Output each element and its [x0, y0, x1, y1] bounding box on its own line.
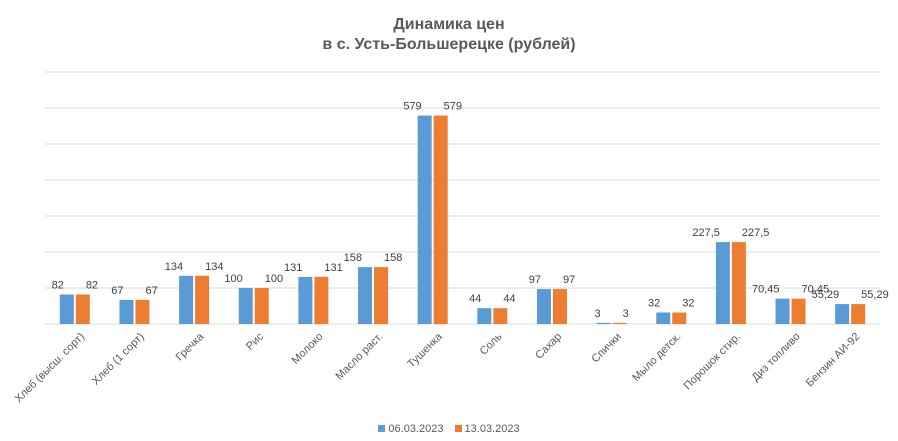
x-tick-label: Бензин АИ-92 — [804, 331, 863, 390]
bar — [851, 304, 866, 324]
x-tick-label: Мыло детск. — [630, 331, 683, 384]
bar — [433, 115, 448, 324]
data-label: 67 — [111, 285, 123, 297]
bar — [119, 299, 134, 324]
data-label: 44 — [503, 293, 515, 305]
data-label: 70,45 — [802, 284, 830, 296]
x-tick-label: Тушенка — [405, 330, 445, 370]
bar — [596, 322, 611, 324]
data-label: 579 — [403, 101, 421, 113]
x-tick-label: Сахар — [533, 331, 564, 362]
bar — [536, 289, 551, 324]
legend-label-series-2: 13.03.2023 — [464, 423, 520, 435]
data-label: 44 — [469, 293, 481, 305]
data-label: 131 — [284, 262, 302, 274]
legend: 06.03.2023 13.03.2023 — [0, 423, 898, 435]
bar — [195, 275, 210, 324]
data-label: 100 — [265, 273, 283, 285]
data-label: 32 — [682, 297, 694, 309]
bar — [791, 298, 806, 324]
x-tick-label: Рис — [244, 330, 266, 352]
legend-item-series-1: 06.03.2023 — [378, 423, 443, 435]
bar — [552, 289, 567, 324]
legend-label-series-1: 06.03.2023 — [388, 423, 444, 435]
bar — [835, 304, 850, 324]
data-label: 134 — [205, 261, 223, 273]
bar — [775, 298, 790, 324]
data-label: 3 — [623, 308, 629, 320]
data-label: 82 — [86, 279, 98, 291]
data-label: 158 — [344, 252, 362, 264]
data-label: 227,5 — [742, 227, 770, 239]
bar — [656, 312, 671, 324]
data-label: 70,45 — [752, 284, 780, 296]
data-label: 67 — [145, 285, 157, 297]
data-label: 579 — [444, 101, 462, 113]
bar — [374, 267, 389, 324]
data-label: 158 — [384, 252, 402, 264]
data-label: 82 — [52, 279, 64, 291]
bar — [477, 308, 492, 324]
x-tick-label: Хлеб (высш. сорт) — [13, 331, 87, 405]
x-tick-label: Гречка — [174, 330, 207, 363]
bar — [417, 115, 432, 324]
data-label: 3 — [594, 308, 600, 320]
bar — [715, 242, 730, 324]
bar — [238, 288, 253, 324]
bar — [672, 312, 687, 324]
bar — [135, 299, 150, 324]
data-label: 134 — [165, 261, 183, 273]
data-label: 55,29 — [812, 289, 840, 301]
bar — [179, 275, 194, 324]
bar — [298, 276, 313, 324]
x-tick-label: Масло раст. — [333, 331, 385, 383]
bar — [75, 294, 90, 324]
data-label: 32 — [648, 297, 660, 309]
x-tick-label: Диз топливо — [750, 331, 803, 384]
legend-swatch-series-1 — [378, 425, 386, 432]
bar — [59, 294, 74, 324]
data-label: 97 — [563, 274, 575, 286]
legend-item-series-2: 13.03.2023 — [454, 423, 520, 435]
bar — [314, 276, 329, 324]
x-tick-label: Спички — [589, 331, 623, 365]
data-label: 97 — [529, 274, 541, 286]
legend-swatch-series-2 — [454, 425, 462, 432]
bar — [612, 322, 627, 324]
bar — [254, 288, 269, 324]
data-label: 55,29 — [861, 289, 889, 301]
x-tick-label: Порошок стир. — [682, 331, 743, 392]
x-tick-label: Молоко — [290, 331, 326, 367]
data-label: 227,5 — [692, 227, 720, 239]
bar — [493, 308, 508, 324]
x-tick-label: Соль — [478, 331, 505, 358]
chart-title: Динамика цен — [393, 16, 505, 33]
chart-subtitle: в с. Усть-Большерецке (рублей) — [322, 36, 576, 53]
data-label: 100 — [224, 273, 242, 285]
data-label: 131 — [324, 262, 342, 274]
bar — [358, 267, 373, 324]
x-tick-label: Хлеб (1 сорт) — [90, 331, 147, 388]
bar — [731, 242, 746, 324]
